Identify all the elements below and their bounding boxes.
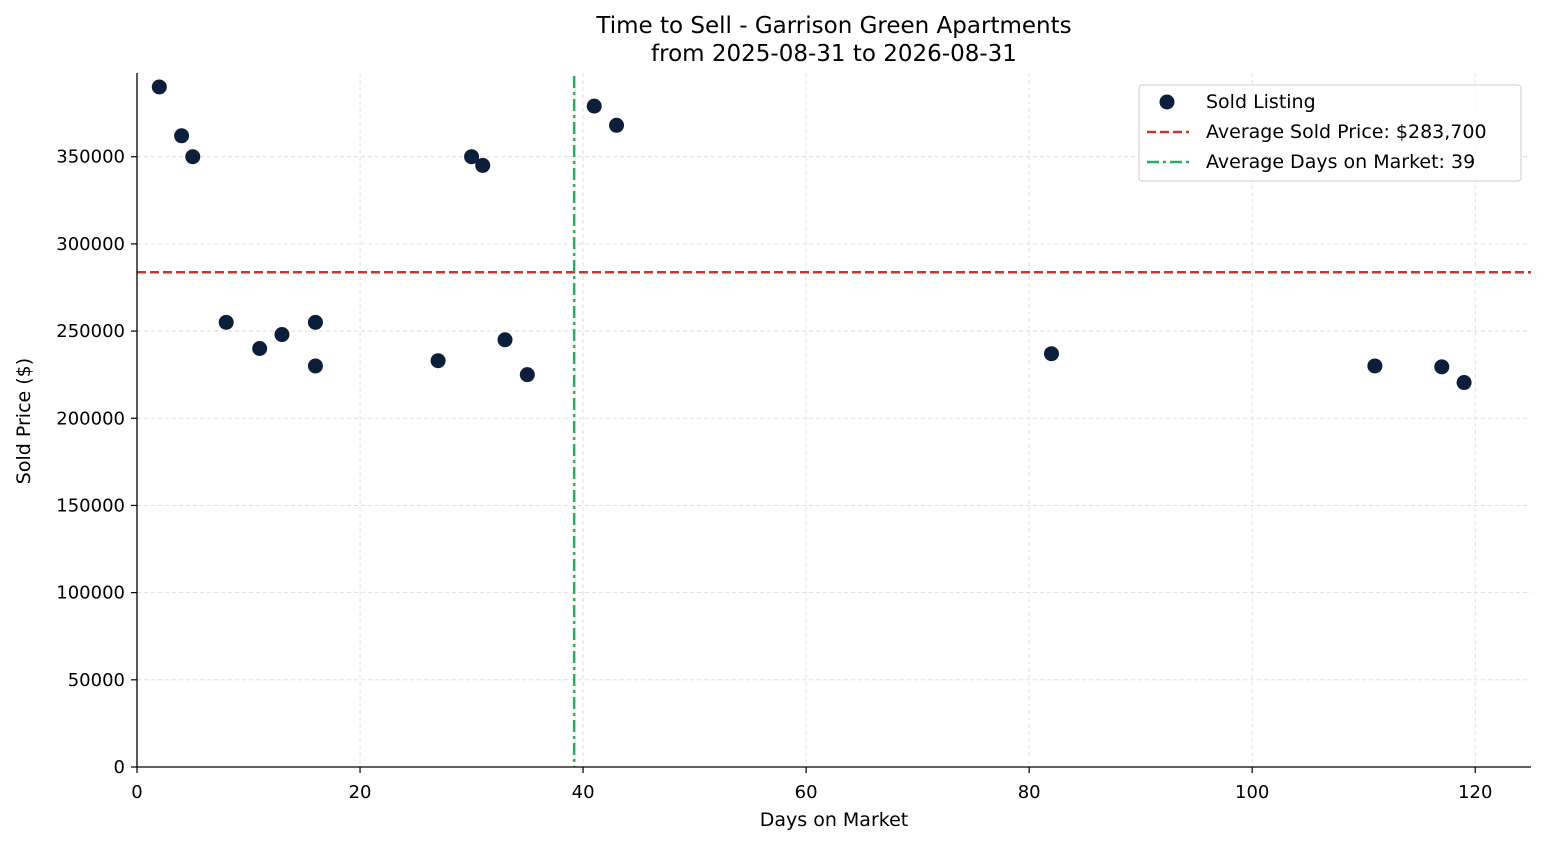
tick-labels: 0 20 40 60 80 100 120 0 50000 100000 150000 200000 2…: [56, 147, 1492, 803]
data-point: [497, 332, 513, 348]
x-tick-label: 80: [1018, 782, 1041, 803]
data-point: [252, 341, 268, 357]
legend-label-average-price: Average Sold Price: $283,700: [1206, 121, 1487, 143]
data-point: [307, 314, 323, 330]
data-point: [274, 327, 290, 343]
legend-frame: [1138, 84, 1522, 182]
axes: [136, 73, 1531, 768]
grid-layer: [137, 73, 1531, 767]
x-tick-label: 20: [349, 782, 372, 803]
y-axis-label: Sold Price ($): [13, 358, 35, 484]
y-tick-label: 150000: [56, 495, 125, 516]
chart-subtitle: from 2025-08-31 to 2026-08-31: [651, 41, 1017, 67]
legend-marker-sold-listing: [1159, 94, 1175, 110]
y-tick-label: 50000: [68, 670, 125, 691]
legend-label-average-days: Average Days on Market: 39: [1206, 151, 1475, 173]
data-point: [464, 149, 480, 165]
y-tick-label: 0: [114, 757, 125, 778]
data-point: [151, 79, 167, 95]
data-point: [218, 314, 234, 330]
data-point: [519, 367, 535, 383]
y-tick-label: 200000: [56, 408, 125, 429]
y-tick-label: 300000: [56, 234, 125, 255]
data-point: [307, 358, 323, 374]
x-tick-label: 0: [131, 782, 142, 803]
legend: Sold Listing Average Sold Price: $283,70…: [1138, 84, 1522, 182]
x-tick-label: 100: [1235, 782, 1269, 803]
chart-title: Time to Sell - Garrison Green Apartments: [595, 13, 1071, 39]
x-axis-label: Days on Market: [760, 809, 908, 831]
x-tick-label: 120: [1458, 782, 1492, 803]
legend-label-sold-listing: Sold Listing: [1206, 91, 1316, 113]
data-point: [185, 149, 201, 165]
reference-lines: [137, 76, 1531, 767]
y-tick-label: 250000: [56, 321, 125, 342]
x-tick-label: 60: [795, 782, 818, 803]
data-points: [151, 79, 1472, 391]
y-tick-label: 350000: [56, 147, 125, 168]
data-point: [1456, 375, 1472, 391]
data-point: [174, 128, 190, 144]
y-tick-label: 100000: [56, 583, 125, 604]
data-point: [586, 98, 602, 114]
data-point: [1367, 358, 1383, 374]
x-tick-label: 40: [572, 782, 595, 803]
data-point: [609, 117, 625, 133]
data-point: [430, 353, 446, 369]
data-point: [1043, 346, 1059, 362]
data-point: [1434, 359, 1450, 375]
data-point: [475, 157, 491, 173]
